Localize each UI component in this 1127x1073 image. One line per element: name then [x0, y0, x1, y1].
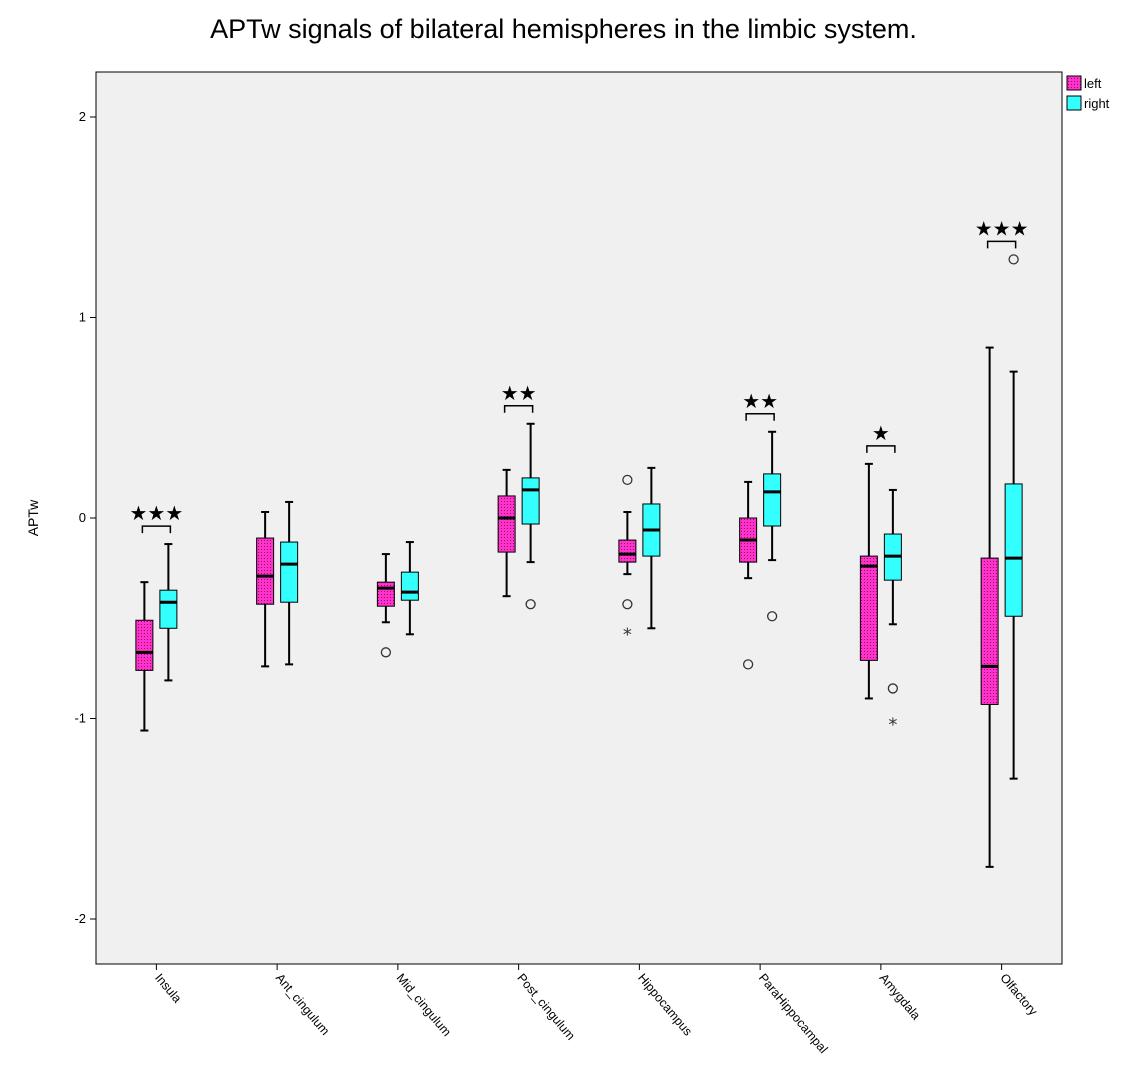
x-axis: Insula Ant_cingulum Mid_cingulum Post_cingu… [152, 964, 1041, 1056]
box-iqr [497, 495, 516, 553]
box-right-Ant_cingulum [280, 500, 299, 666]
significance-bracket [866, 445, 896, 453]
box-iqr [135, 619, 154, 671]
x-tick-label: Amygdala [877, 971, 923, 1023]
y-tick-label: -1 [74, 711, 86, 726]
box-left-Hippocampus: * [618, 474, 637, 645]
box-left-Ant_cingulum [256, 510, 275, 668]
box-right-Amygdala: * [883, 488, 902, 736]
y-axis-title: APTw [25, 499, 41, 536]
legend-label-left: left [1084, 76, 1102, 91]
x-tick-label: Ant_cingulum [273, 971, 332, 1038]
plot-area [95, 71, 1063, 965]
box-iqr [859, 555, 878, 661]
box-iqr [159, 589, 178, 629]
box-left-Mid_cingulum [376, 553, 395, 658]
box-right-ParaHippocampal [763, 430, 782, 622]
x-tick-label: ParaHippocampal [756, 971, 831, 1056]
box-iqr [376, 581, 395, 607]
x-tick-label: Olfactory [997, 971, 1040, 1019]
y-tick-label: 2 [79, 109, 86, 124]
significance-bracket [503, 405, 534, 413]
significance-Insula: ★★★ [129, 501, 183, 534]
box-left-Olfactory [980, 346, 999, 868]
significance-Amygdala: ★ [866, 421, 896, 453]
legend-swatch-right [1066, 95, 1082, 111]
significance-stars: ★★ [501, 381, 537, 405]
x-tick-label: Insula [152, 971, 184, 1006]
box-iqr [400, 571, 419, 601]
box-iqr [763, 473, 782, 527]
x-tick-label: Post_cingulum [514, 971, 577, 1043]
box-left-Amygdala [859, 462, 878, 700]
box-iqr [521, 477, 540, 525]
legend-label-right: right [1084, 96, 1110, 111]
annotations-layer: ★★★★★ ★★★★★★ [129, 216, 1029, 534]
box-right-Insula [159, 543, 178, 682]
box-iqr [256, 537, 275, 605]
outlier-point [380, 647, 392, 658]
significance-bracket [745, 413, 775, 421]
significance-ParaHippocampal: ★★ [742, 389, 778, 421]
outlier-point [525, 599, 536, 610]
box-iqr [280, 541, 299, 603]
box-iqr [980, 557, 999, 705]
box-right-Post_cingulum [521, 422, 540, 610]
box-right-Hippocampus [642, 466, 661, 630]
legend[interactable]: left right [1066, 75, 1110, 111]
outlier-point [1008, 254, 1019, 265]
significance-Post_cingulum: ★★ [501, 381, 537, 413]
x-tick-label: Mid_cingulum [394, 971, 454, 1039]
box-iqr [618, 539, 637, 563]
y-tick-label: 1 [79, 310, 86, 325]
outlier-point [742, 659, 754, 670]
outlier-point [887, 683, 899, 694]
box-left-Post_cingulum [497, 468, 516, 598]
significance-stars: ★★★ [129, 501, 183, 525]
extreme-point: * [623, 624, 632, 645]
box-left-Insula [135, 581, 154, 732]
y-tick-label: 0 [79, 510, 86, 525]
significance-Olfactory: ★★★ [975, 216, 1029, 249]
extreme-point: * [888, 715, 897, 736]
chart-title: APTw signals of bilateral hemispheres in… [210, 14, 917, 44]
x-tick-label: Hippocampus [635, 971, 695, 1039]
y-axis: 2 1 0 -1 -2 [74, 109, 96, 926]
box-iqr [1004, 483, 1023, 617]
boxes-layer: ** [135, 254, 1023, 868]
significance-stars: ★★ [742, 389, 778, 413]
outlier-point [622, 599, 633, 610]
box-right-Olfactory [1004, 254, 1023, 780]
significance-bracket [141, 525, 172, 534]
significance-bracket [986, 240, 1017, 249]
legend-swatch-left [1066, 75, 1082, 91]
y-tick-label: -2 [74, 911, 86, 926]
outlier-point [766, 611, 778, 622]
box-left-ParaHippocampal [739, 480, 758, 670]
significance-stars: ★★★ [975, 216, 1029, 240]
outlier-point [622, 474, 633, 486]
significance-stars: ★ [872, 421, 890, 445]
box-right-Mid_cingulum [400, 541, 419, 636]
